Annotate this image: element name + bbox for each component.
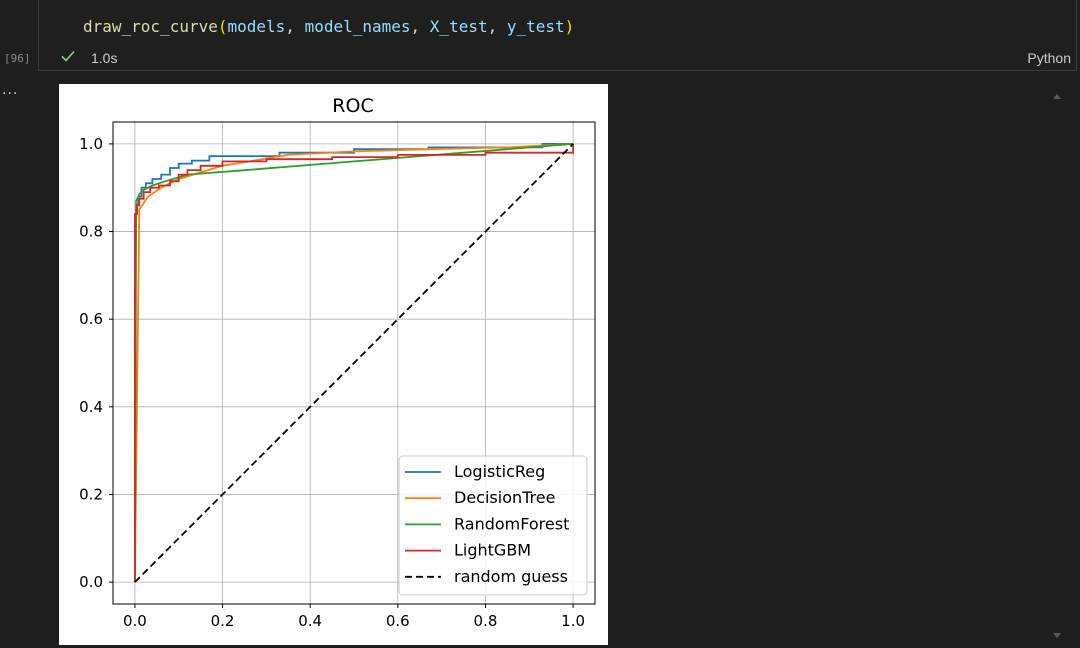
y-tick-label: 0.0 <box>79 573 103 591</box>
roc-chart: ROC 0.0 0.2 0.4 0.6 0.8 1.0 0.0 0.2 0.4 0.6 0.8 1.0… <box>79 95 596 630</box>
legend-label: random guess <box>454 567 568 586</box>
code-function-name: draw_roc_curve <box>83 17 218 36</box>
x-tick-label: 0.8 <box>474 612 498 630</box>
legend-label: LightGBM <box>454 541 531 560</box>
execution-count: [96] <box>4 52 31 65</box>
y-tick-label: 0.8 <box>79 223 103 241</box>
legend-box <box>398 455 588 596</box>
execution-time: 1.0s <box>91 50 118 66</box>
x-tick-label: 0.0 <box>123 612 147 630</box>
output-more-actions[interactable]: ... <box>2 82 19 98</box>
axes-frame <box>112 121 596 605</box>
code-arg-y-test: y_test <box>506 17 565 36</box>
code-arg-model-names: model_names <box>304 17 411 36</box>
scroll-down-icon[interactable] <box>1052 632 1062 640</box>
roc-plot-output: ROC 0.0 0.2 0.4 0.6 0.8 1.0 0.0 0.2 0.4 0.6 0.8 1.0… <box>59 84 608 645</box>
cell-language-label[interactable]: Python <box>1027 50 1071 66</box>
code-arg-x-test: X_test <box>429 17 488 36</box>
y-tick-label: 0.6 <box>79 310 103 328</box>
chart-title: ROC <box>332 95 373 117</box>
code-cell-input[interactable]: draw_roc_curve(models, model_names, X_te… <box>38 0 1077 71</box>
series-line-randomforest <box>134 143 574 583</box>
y-tick-label: 1.0 <box>79 135 103 153</box>
code-arg-models: models <box>227 17 286 36</box>
legend-label: LogisticReg <box>454 462 545 481</box>
y-tick-label: 0.2 <box>79 485 103 503</box>
success-check-icon <box>61 50 75 62</box>
scroll-up-icon[interactable] <box>1052 92 1062 100</box>
series-line-lightgbm <box>134 143 574 583</box>
legend-label: RandomForest <box>454 514 569 533</box>
x-tick-label: 1.0 <box>561 612 585 630</box>
x-tick-label: 0.6 <box>386 612 410 630</box>
legend-label: DecisionTree <box>454 488 555 507</box>
series-line-random-guess <box>134 143 574 583</box>
code-line[interactable]: draw_roc_curve(models, model_names, X_te… <box>83 17 575 36</box>
y-tick-label: 0.4 <box>79 398 103 416</box>
x-tick-label: 0.2 <box>211 612 235 630</box>
x-tick-label: 0.4 <box>298 612 322 630</box>
